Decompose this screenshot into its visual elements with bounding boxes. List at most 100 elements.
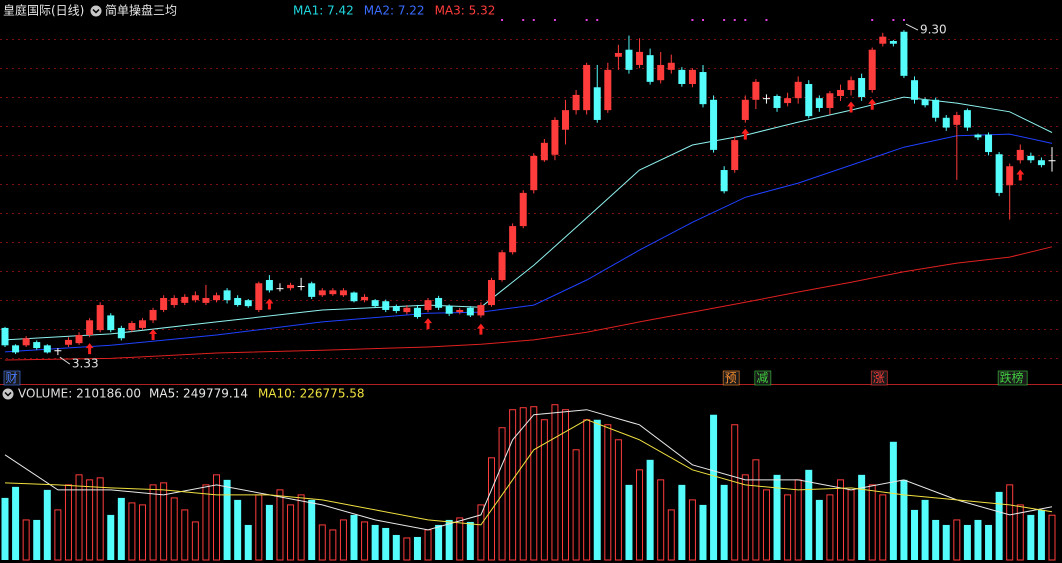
volume-bar [12,486,20,560]
candle-body [498,252,506,281]
candle-body [107,315,115,331]
candle-body [466,307,474,316]
candle-body [784,98,792,104]
legend-entry: MA5: 249779.14 [149,387,248,401]
volume-bar [741,474,749,561]
volume-bar [551,404,559,561]
candle-body [202,297,210,303]
signal-dot [892,19,895,21]
signal-dot [532,19,535,21]
signal-dot [871,19,874,21]
candle-body [805,84,813,117]
candle-body [667,62,675,70]
volume-bar [974,519,982,560]
ma-line [4,419,1053,526]
candle-body [487,280,495,306]
candle-body [921,99,929,106]
indicator-name[interactable]: 简单操盘三均 [105,3,177,18]
candle-body [636,51,644,65]
candle-body [1006,166,1014,186]
volume-bar [625,484,633,560]
candle-body [953,115,961,125]
event-tag: 财 [6,371,18,385]
volume-bar [498,427,506,561]
candle-body [445,306,453,314]
volume-bar [435,524,443,560]
candle-body [54,350,62,352]
volume-bar [64,484,72,561]
signal-arrow [741,128,750,140]
candle-body [160,297,168,310]
volume-bar [43,489,51,560]
candle-body [287,284,295,289]
volume-bar [339,519,347,561]
candle-body [900,31,908,76]
signal-arrow [424,318,433,330]
volume-bar [614,439,622,561]
volume-bar [540,419,548,561]
ma-line [4,96,1053,341]
event-tag: 涨 [873,370,885,385]
volume-bar [889,441,897,560]
candle-body [149,309,157,321]
candle-body [583,64,591,111]
volume-bar [858,474,866,560]
candle-body [96,305,104,331]
event-tag-box [3,370,21,386]
candle-body [858,78,866,98]
candle-body [392,306,400,312]
volume-bar [953,519,961,561]
event-tag-box [870,370,888,386]
candle-body [329,290,337,295]
volume-bar [752,459,760,561]
candle-body [847,80,855,90]
signal-dot [744,19,747,21]
signal-arrow [868,98,877,110]
candle-body [43,345,51,353]
volume-bar [487,457,495,561]
volume-bar [413,536,421,560]
event-tag: 跌榜 [1000,370,1024,385]
volume-bar [22,519,30,561]
ma-line [4,246,1053,361]
volume-bar [762,489,770,561]
volume-bar [202,484,210,561]
candle-body [308,283,316,297]
candle-body [435,297,443,308]
volume-bar [392,534,400,560]
volume-bar [107,514,115,560]
volume-bar [75,474,83,561]
candle-body [710,99,718,150]
volume-bar [170,497,178,561]
candle-body [741,99,749,120]
menu-icon[interactable] [2,388,14,400]
ma-line [4,409,1053,531]
ma-line [4,133,1053,353]
volume-bar [868,484,876,561]
candle-body [731,140,739,171]
signal-dot [902,19,905,21]
volume-bar [1,497,9,560]
signal-dot [691,19,694,21]
volume-bar [657,479,665,561]
candle-body [773,95,781,108]
candle-body [265,280,273,291]
candle-body [646,55,654,82]
volume-bar [117,497,125,560]
signal-arrow [149,329,158,341]
candle-body [995,154,1003,193]
signal-dot [553,19,556,21]
candle-body [593,87,601,120]
volume-bar [223,479,231,560]
volume-bar [329,529,337,561]
volume-bar [826,494,834,561]
signal-arrow [85,343,94,355]
menu-icon[interactable] [90,5,102,17]
min-label: 3.33 [72,357,99,371]
volume-bar [710,414,718,560]
signal-arrow [265,298,274,310]
candle-body [572,94,580,111]
volume-bar [815,499,823,560]
candle-body [297,286,305,287]
